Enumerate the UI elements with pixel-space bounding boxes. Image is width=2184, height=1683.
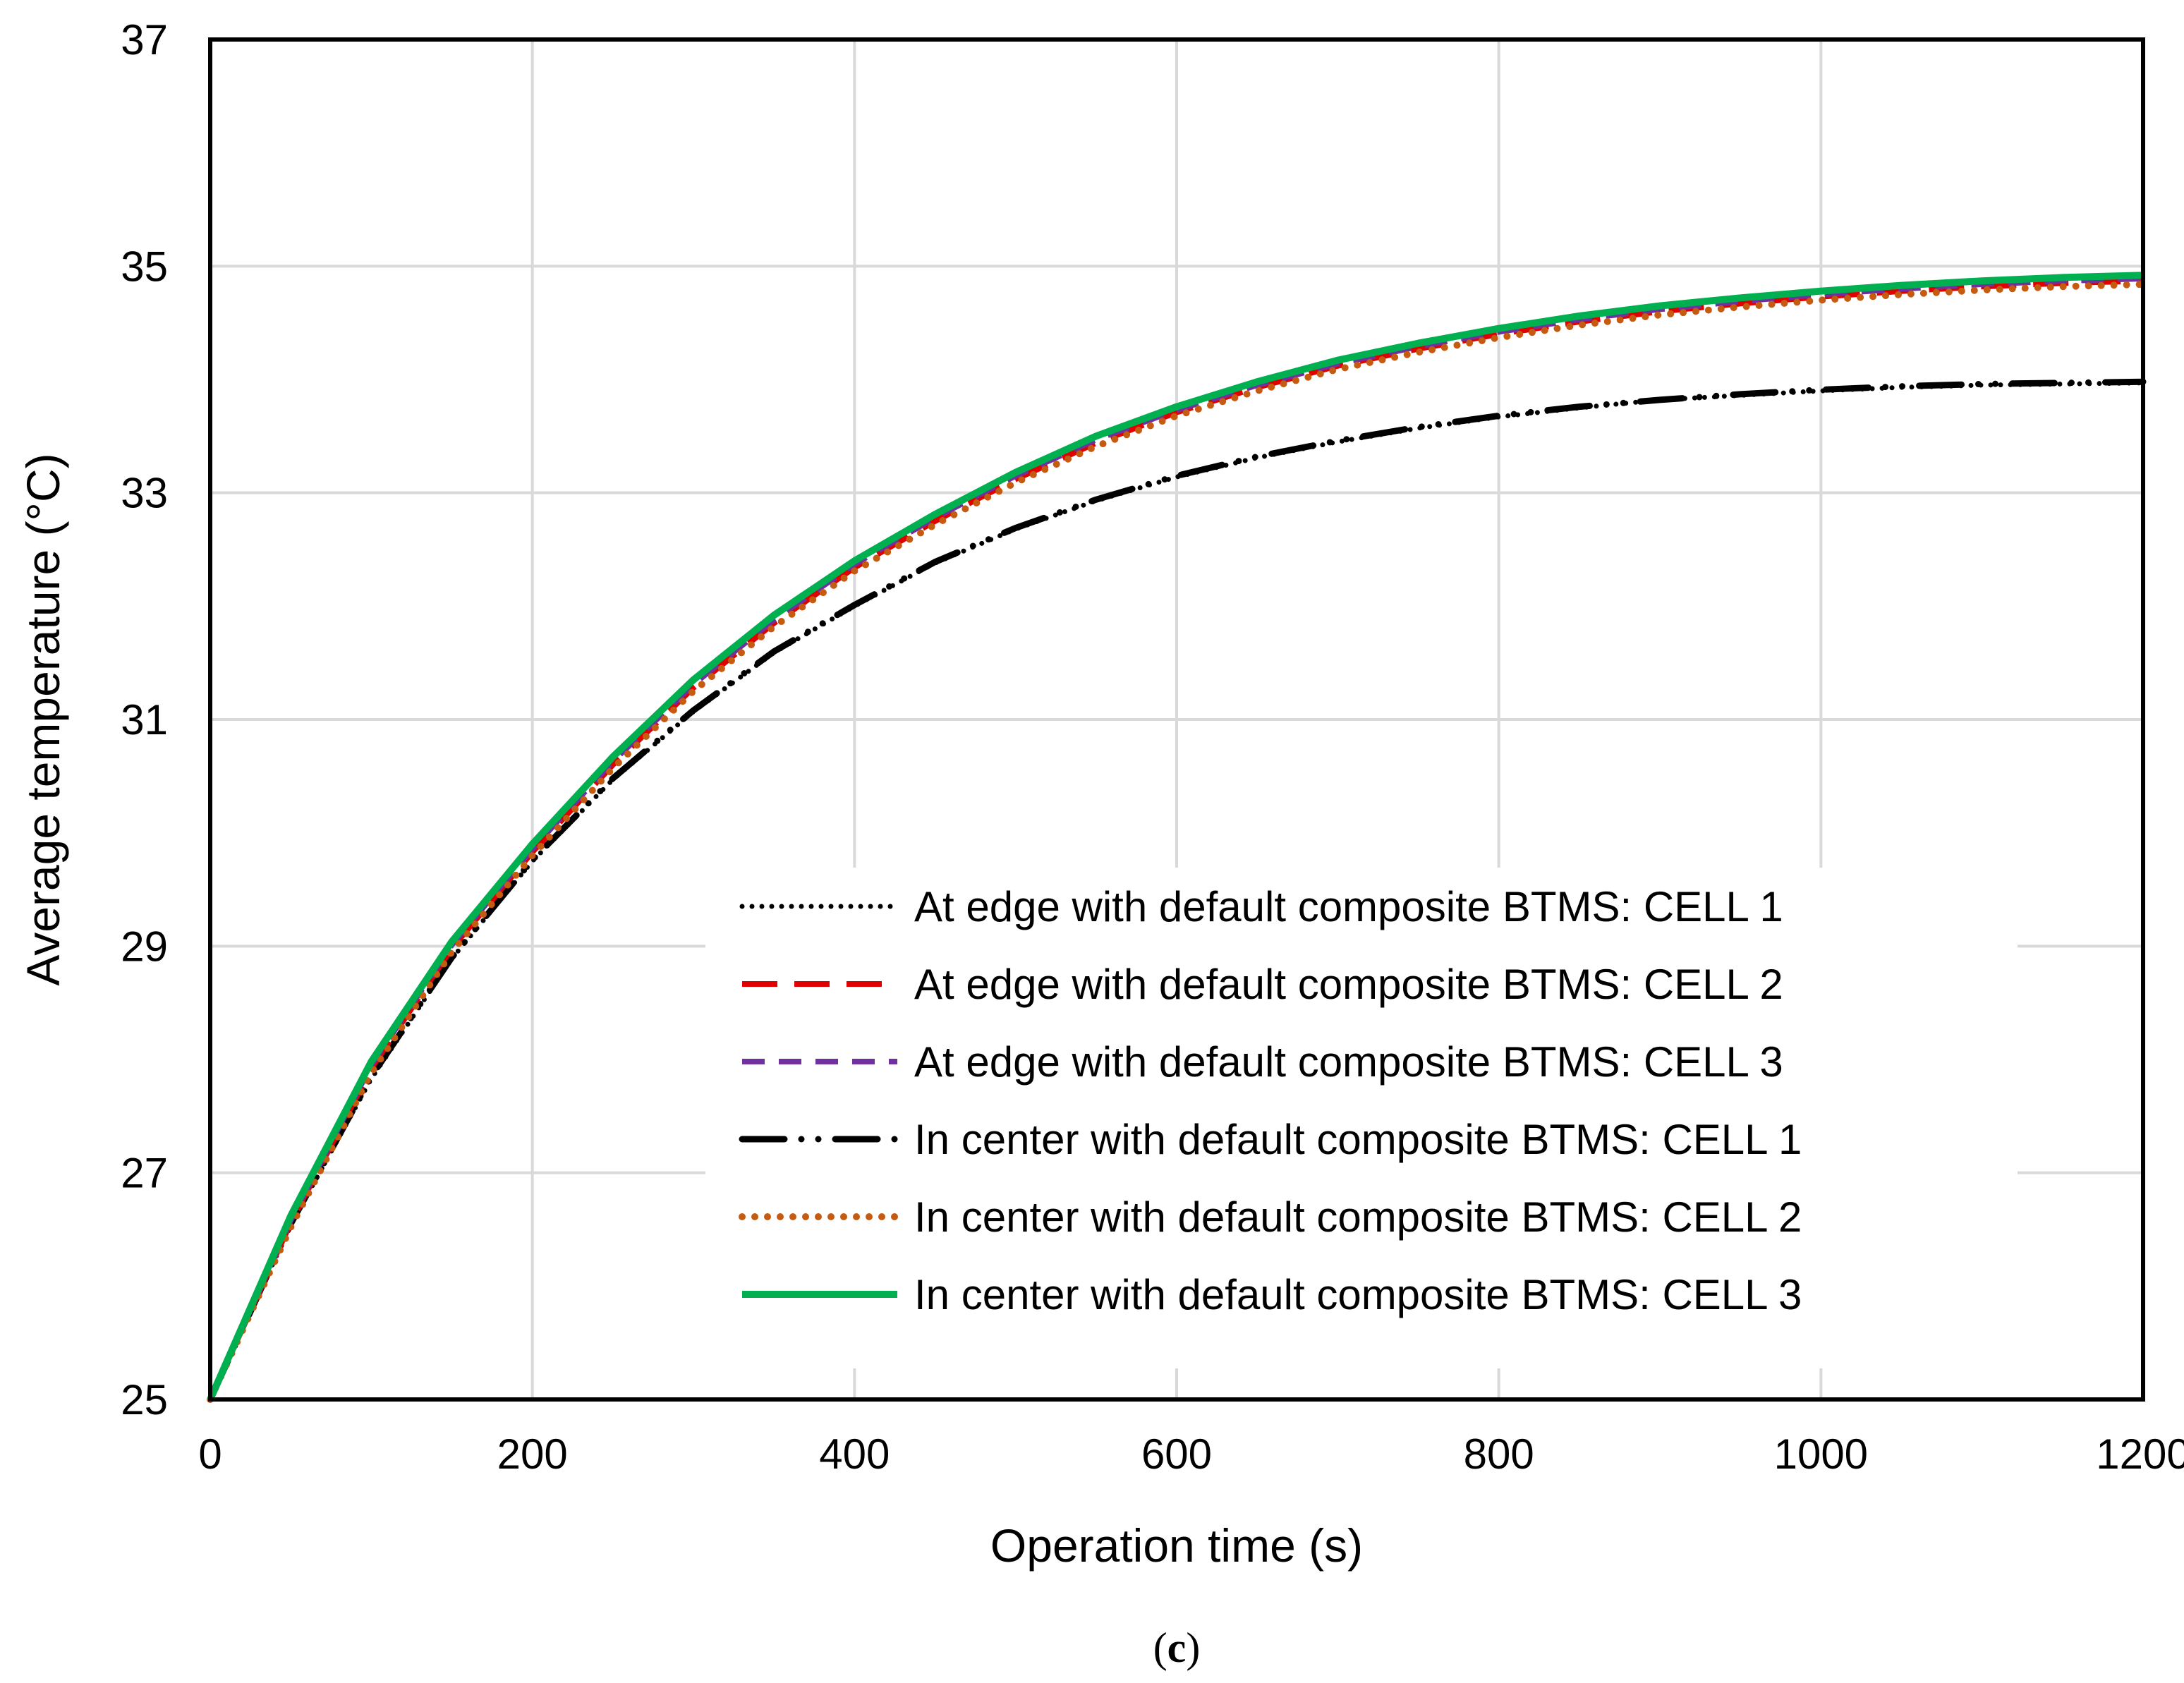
x-tick-label: 400 [819,1430,890,1478]
x-tick-label: 1200 [2096,1430,2184,1478]
series-line-1 [207,380,2146,1402]
series-line-5 [207,281,2147,1403]
y-tick-label: 37 [121,16,168,63]
caption-close-paren: ) [1186,1624,1200,1671]
x-tick-labels: 0 200 400 600 800 1000 1200 [198,1430,2184,1478]
series-lines [207,272,2147,1403]
y-tick-label: 27 [121,1150,168,1197]
plot-area-frame [208,37,2145,1402]
legend-label-4: In center with default composite BTMS: C… [914,1116,1802,1163]
y-tick-label: 33 [121,470,168,517]
y-tick-labels: 25 27 29 31 33 35 37 [121,16,168,1423]
caption-letter: c [1167,1624,1187,1671]
legend-label-5: In center with default composite BTMS: C… [914,1193,1802,1241]
y-axis-title: Average temperature (°C) [17,453,69,985]
y-tick-label: 31 [121,696,168,743]
legend-label-6: In center with default composite BTMS: C… [914,1271,1802,1318]
legend-label-3: At edge with default composite BTMS: CEL… [914,1038,1783,1086]
y-tick-label: 29 [121,923,168,970]
series-line-6 [207,272,2144,1402]
x-tick-label: 0 [198,1430,222,1478]
legend-label-2: At edge with default composite BTMS: CEL… [914,961,1783,1008]
caption-open-paren: ( [1153,1624,1167,1671]
y-tick-label: 25 [121,1376,168,1423]
legend: At edge with default composite BTMS: CEL… [705,868,2018,1368]
x-tick-label: 1000 [1774,1430,1868,1478]
legend-label-1: At edge with default composite BTMS: CEL… [914,883,1783,930]
x-tick-label: 600 [1141,1430,1212,1478]
figure-caption: (c) [1153,1624,1201,1671]
y-tick-label: 35 [121,243,168,290]
x-tick-label: 800 [1464,1430,1534,1478]
legend-background [705,868,2018,1368]
x-tick-label: 200 [497,1430,568,1478]
x-axis-title: Operation time (s) [990,1519,1363,1572]
